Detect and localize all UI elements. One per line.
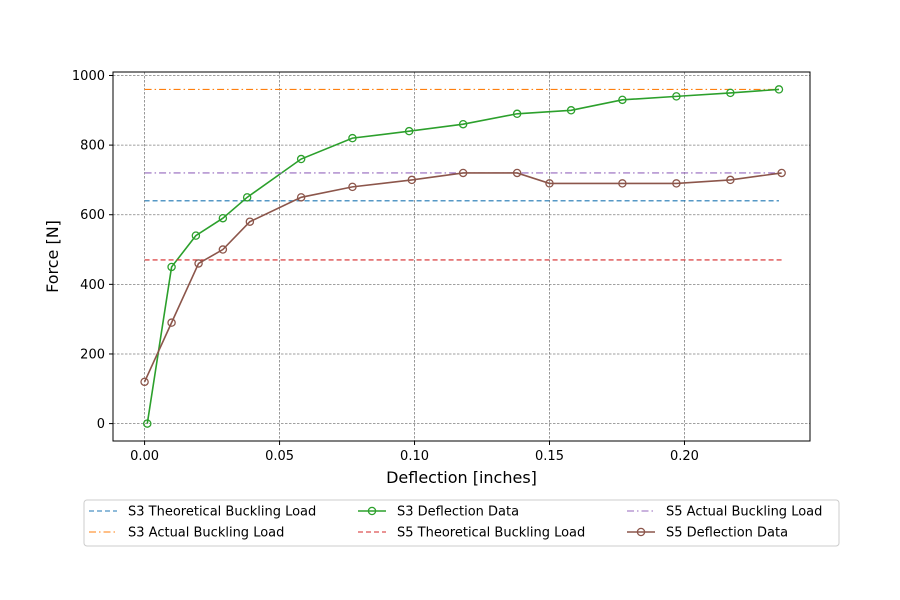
series-2-point-3 (218, 213, 228, 223)
series-5-point-14 (777, 168, 786, 178)
series-5-point-8 (458, 168, 468, 178)
legend-label-0: S3 Theoretical Buckling Load (128, 505, 316, 520)
x-tick-label-0: 0.00 (130, 449, 159, 464)
x-tick-label-4: 0.20 (670, 449, 699, 464)
series-5-point-2 (194, 259, 203, 268)
legend-label-3: S5 Theoretical Buckling Load (397, 526, 585, 541)
series-5-point-1 (167, 318, 176, 327)
x-axis-label: Deflection [inches] (386, 468, 537, 487)
series-2-point-13 (726, 88, 735, 98)
series-2-point-10 (566, 106, 576, 115)
y-tick-label-5: 1000 (72, 69, 105, 84)
legend: S3 Theoretical Buckling Load S3 Actual Bu… (83, 499, 840, 547)
series-2-point-11 (618, 95, 627, 105)
x-tick-label-2: 0.10 (400, 449, 429, 464)
series-5-point-10 (545, 179, 554, 188)
series-5-point-5 (296, 193, 306, 202)
series-2-point-0 (143, 419, 152, 428)
y-tick-label-1: 200 (80, 347, 105, 362)
series-line-5 (143, 172, 782, 383)
legend-label-5: S5 Deflection Data (666, 526, 788, 541)
y-tick-label-3: 600 (80, 208, 105, 223)
series-5-point-6 (348, 182, 357, 192)
y-tick-label-4: 800 (80, 139, 105, 154)
grid (113, 72, 810, 441)
series-5-point-13 (726, 175, 735, 185)
series-2-point-5 (296, 154, 306, 164)
series-2-point-12 (672, 92, 681, 101)
series-5-point-0 (140, 377, 149, 387)
y-tick-label-0: 0 (97, 417, 105, 432)
x-tick-label-1: 0.05 (265, 449, 294, 464)
x-tick-label-3: 0.15 (535, 449, 564, 464)
series-5-point-9 (512, 168, 522, 178)
series-2-point-14 (774, 85, 784, 94)
legend-label-1: S3 Actual Buckling Load (128, 526, 284, 541)
series-5-point-7 (407, 175, 417, 185)
y-tick-label-2: 400 (80, 278, 105, 293)
plot-series (140, 85, 786, 428)
legend-label-2: S3 Deflection Data (397, 505, 519, 520)
series-2-point-6 (348, 133, 357, 143)
legend-marker-5 (636, 527, 646, 537)
plot-frame (112, 71, 811, 442)
legend-marker-2 (367, 506, 377, 516)
series-2-point-9 (512, 109, 522, 119)
series-2-point-1 (167, 262, 176, 272)
y-axis-label: Force [N] (43, 220, 62, 293)
series-5-point-4 (245, 217, 255, 226)
legend-box (83, 499, 840, 547)
series-2-point-7 (404, 126, 414, 136)
series-5-point-11 (618, 179, 627, 188)
series-2-point-8 (458, 119, 468, 129)
legend-label-4: S5 Actual Buckling Load (666, 505, 822, 520)
series-line-2 (146, 88, 780, 424)
series-2-point-4 (242, 193, 252, 202)
axis-ticks: 0.00 0.05 0.10 0.15 0.20 0 200 400 600 800 1000 (72, 69, 699, 464)
series-5-point-3 (218, 245, 228, 254)
series-2-point-2 (191, 231, 201, 240)
series-5-point-12 (672, 179, 681, 188)
